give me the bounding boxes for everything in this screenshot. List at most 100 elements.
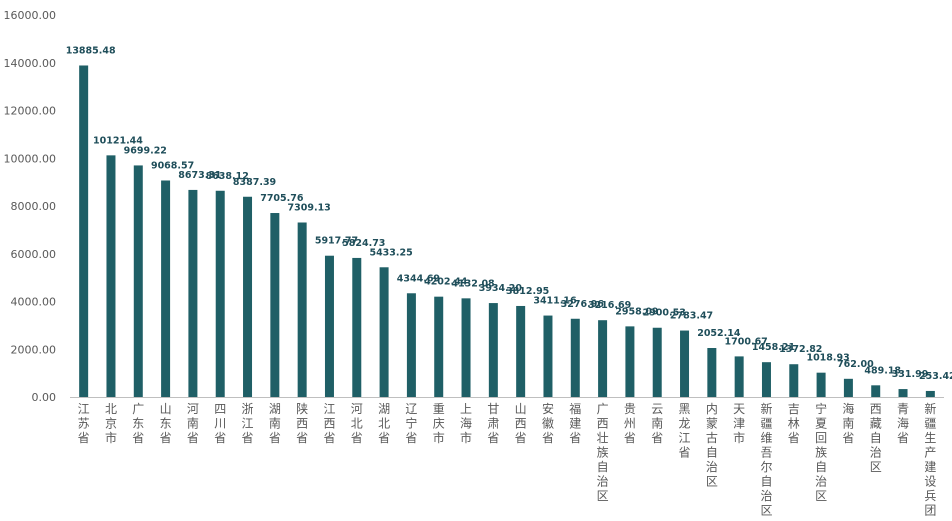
bar (871, 385, 881, 397)
data-label: 762.00 (837, 359, 874, 370)
y-tick-label: 10000.00 (4, 152, 57, 165)
category-label: 新疆维吾尔自治区 (760, 401, 772, 518)
category-label: 山东省 (160, 402, 172, 445)
data-label: 1700.67 (725, 336, 768, 347)
category-label: 吉林省 (788, 402, 800, 445)
category-label: 河北省 (351, 402, 363, 445)
data-label: 7705.76 (260, 193, 304, 204)
bar (598, 320, 608, 397)
y-tick-label: 12000.00 (4, 105, 57, 118)
data-label: 9068.57 (151, 160, 194, 171)
bar (79, 65, 89, 397)
data-label: 1372.82 (779, 344, 822, 355)
category-label: 贵州省 (624, 402, 636, 445)
bar (707, 348, 717, 397)
category-label: 广东省 (132, 402, 144, 445)
data-label: 4344.69 (397, 273, 440, 284)
data-label: 3812.95 (506, 286, 549, 297)
y-tick-label: 6000.00 (11, 248, 57, 261)
data-label: 8638.12 (206, 171, 249, 182)
bar (461, 298, 471, 397)
data-label: 331.99 (892, 369, 929, 380)
category-label: 黑龙江省 (679, 402, 691, 460)
data-label: 3934.20 (479, 283, 523, 294)
category-label: 海南省 (842, 401, 854, 445)
category-label: 云南省 (651, 402, 663, 445)
category-label: 广西壮族自治区 (597, 402, 609, 503)
y-tick-label: 16000.00 (4, 9, 57, 22)
data-label: 5917.77 (315, 236, 358, 247)
category-label: 江苏省 (78, 402, 90, 445)
data-label: 13885.48 (66, 45, 116, 56)
bar (215, 190, 225, 397)
category-label: 湖南省 (269, 401, 281, 445)
bar (925, 390, 935, 397)
data-label: 2783.47 (670, 311, 713, 322)
bar (570, 318, 580, 397)
category-label: 江西省 (323, 402, 335, 445)
data-label: 3411.16 (533, 296, 577, 307)
y-tick-label: 0.00 (32, 391, 57, 404)
category-label: 陕西省 (296, 401, 308, 445)
category-label: 福建省 (569, 401, 581, 445)
bar (734, 356, 744, 397)
data-label: 5824.73 (342, 238, 385, 249)
y-tick-label: 14000.00 (4, 57, 57, 70)
category-label: 河南省 (187, 402, 199, 445)
bar (297, 222, 307, 397)
bar (680, 330, 690, 397)
bar (188, 189, 198, 397)
category-label: 宁夏回族自治区 (815, 401, 827, 503)
bar (379, 267, 389, 397)
y-tick-label: 4000.00 (11, 296, 57, 309)
category-label: 北京市 (105, 402, 117, 445)
bar (434, 296, 444, 397)
category-label: 重庆市 (433, 402, 445, 445)
category-labels: 江苏省 北京市 广东省 山东省 河南省 四川省 浙江省 湖南省 陕西省 江西省 河北省 湖北省 辽宁省 重… (78, 401, 937, 518)
bar (516, 305, 526, 397)
category-label: 新疆生产建设兵团 (924, 401, 936, 518)
bar (652, 327, 662, 397)
bar (161, 180, 171, 397)
bar (243, 196, 253, 397)
bar (352, 257, 362, 397)
category-label: 湖北省 (378, 401, 390, 445)
category-label: 浙江省 (242, 402, 254, 445)
bar (816, 372, 826, 397)
y-axis-ticks: 0.00 2000.00 4000.00 6000.00 8000.00 10000.00… (4, 9, 57, 404)
data-label: 253.42 (919, 371, 952, 382)
bar (270, 213, 280, 397)
bar (898, 389, 908, 397)
data-label: 8387.39 (233, 177, 276, 188)
category-label: 山西省 (515, 402, 527, 445)
category-label: 安徽省 (542, 401, 554, 445)
bar (406, 293, 416, 397)
y-tick-label: 8000.00 (11, 200, 57, 213)
data-label: 1458.21 (752, 342, 795, 353)
bar (625, 326, 635, 397)
category-label: 内蒙古自治区 (706, 402, 718, 489)
data-label: 3276.96 (561, 299, 605, 310)
y-tick-label: 2000.00 (11, 343, 57, 356)
data-label: 489.18 (864, 365, 901, 376)
data-label: 2900.53 (643, 308, 686, 319)
category-label: 天津市 (733, 402, 745, 445)
data-label: 3216.69 (588, 300, 631, 311)
data-label: 5433.25 (369, 247, 412, 258)
category-label: 上海市 (460, 402, 472, 445)
category-label: 辽宁省 (405, 402, 417, 445)
data-label: 10121.44 (93, 135, 143, 146)
bar (789, 364, 799, 397)
data-label: 9699.22 (124, 145, 167, 156)
data-label: 4132.08 (451, 278, 495, 289)
bar (843, 378, 853, 397)
bar (488, 303, 498, 397)
data-label: 4202.44 (424, 277, 468, 288)
bar (761, 362, 771, 397)
data-label: 1018.93 (806, 353, 849, 364)
data-label: 7309.13 (288, 202, 331, 213)
bar (106, 155, 116, 397)
data-label: 2958.09 (615, 306, 658, 317)
